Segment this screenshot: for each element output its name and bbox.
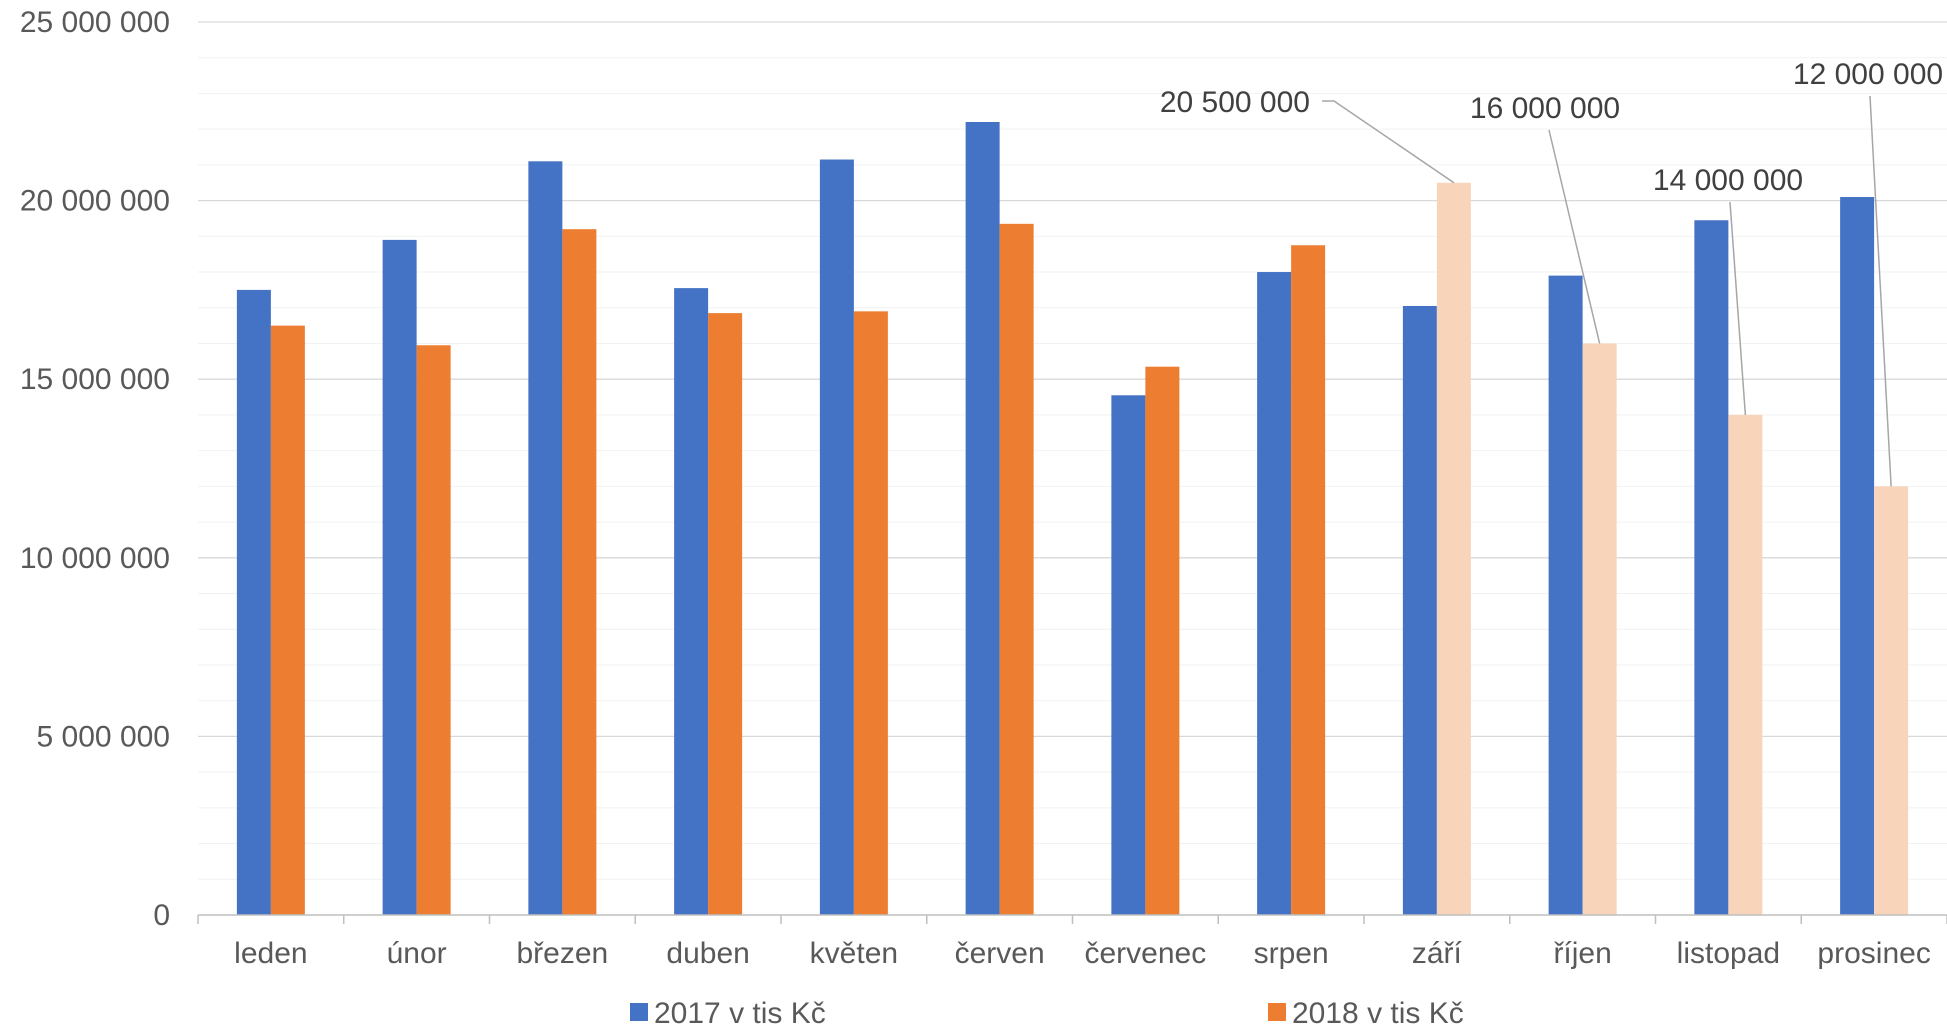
bar-2017-říjen xyxy=(1548,275,1583,915)
callout-label: 20 500 000 xyxy=(1160,86,1310,119)
y-axis-ticks: 0 5 000 000 10 000 000 15 000 000 20 000 000… xyxy=(20,6,170,932)
bar-2018-březen xyxy=(562,229,597,915)
legend-label: 2018 v tis Kč xyxy=(1292,997,1464,1025)
callout-leader-line xyxy=(1322,100,1455,184)
category-label: listopad xyxy=(1677,937,1780,970)
category-label: leden xyxy=(234,937,307,970)
bar-2018-prosinec xyxy=(1874,486,1909,915)
bars xyxy=(236,122,1909,916)
bar-2017-červenec xyxy=(1111,395,1146,915)
bar-2017-prosinec xyxy=(1840,197,1875,915)
y-tick-label: 10 000 000 xyxy=(20,542,170,575)
category-label: červenec xyxy=(1085,937,1207,970)
x-axis xyxy=(197,914,1947,924)
gridlines xyxy=(198,21,1947,880)
legend-swatch xyxy=(1268,1003,1286,1021)
bar-2018-červenec xyxy=(1145,366,1180,915)
bar-2018-květen xyxy=(853,311,888,915)
category-label: květen xyxy=(810,937,898,970)
y-tick-label: 25 000 000 xyxy=(20,6,170,39)
x-axis-categories: leden únor březen duben květen červen červenec… xyxy=(234,937,1931,970)
category-label: prosinec xyxy=(1817,937,1930,970)
callout-leader-line xyxy=(1548,129,1601,344)
legend: 2017 v tis Kč 2018 v tis Kč xyxy=(630,997,1464,1025)
bar-2018-září xyxy=(1436,182,1471,916)
bar-2018-listopad xyxy=(1728,414,1763,915)
bar-2018-červen xyxy=(999,223,1034,915)
callout-leader-line xyxy=(1869,95,1892,487)
category-label: říjen xyxy=(1553,937,1611,970)
callout-label: 14 000 000 xyxy=(1653,164,1803,197)
category-label: červen xyxy=(955,937,1045,970)
category-label: srpen xyxy=(1254,937,1329,970)
bar-2017-březen xyxy=(528,161,563,916)
category-label: září xyxy=(1412,937,1463,970)
callout-label: 12 000 000 xyxy=(1793,58,1943,91)
callout-leader-line xyxy=(1729,201,1747,415)
bar-2017-září xyxy=(1402,305,1437,915)
bar-2017-listopad xyxy=(1694,220,1729,916)
y-tick-label: 20 000 000 xyxy=(20,185,170,218)
category-label: březen xyxy=(517,937,609,970)
bar-2017-leden xyxy=(236,289,271,915)
bar-2017-únor xyxy=(382,239,417,916)
category-label: únor xyxy=(387,937,447,970)
legend-swatch xyxy=(630,1003,648,1021)
bar-2017-květen xyxy=(819,159,854,916)
y-tick-label: 5 000 000 xyxy=(37,720,170,753)
data-callouts: 20 500 000 16 000 000 14 000 000 12 000 000 xyxy=(1160,58,1943,487)
legend-label: 2017 v tis Kč xyxy=(654,997,826,1025)
bar-2018-leden xyxy=(270,325,305,915)
y-tick-label: 0 xyxy=(153,899,170,932)
bar-2017-červen xyxy=(965,122,1000,916)
callout-label: 16 000 000 xyxy=(1470,92,1620,125)
bar-2018-únor xyxy=(416,345,451,915)
y-tick-label: 15 000 000 xyxy=(20,363,170,396)
bar-2018-srpen xyxy=(1291,245,1326,915)
category-label: duben xyxy=(666,937,749,970)
bar-2017-duben xyxy=(674,288,709,915)
bar-2018-duben xyxy=(708,313,743,915)
bar-2018-říjen xyxy=(1582,343,1617,916)
bar-2017-srpen xyxy=(1257,272,1292,915)
